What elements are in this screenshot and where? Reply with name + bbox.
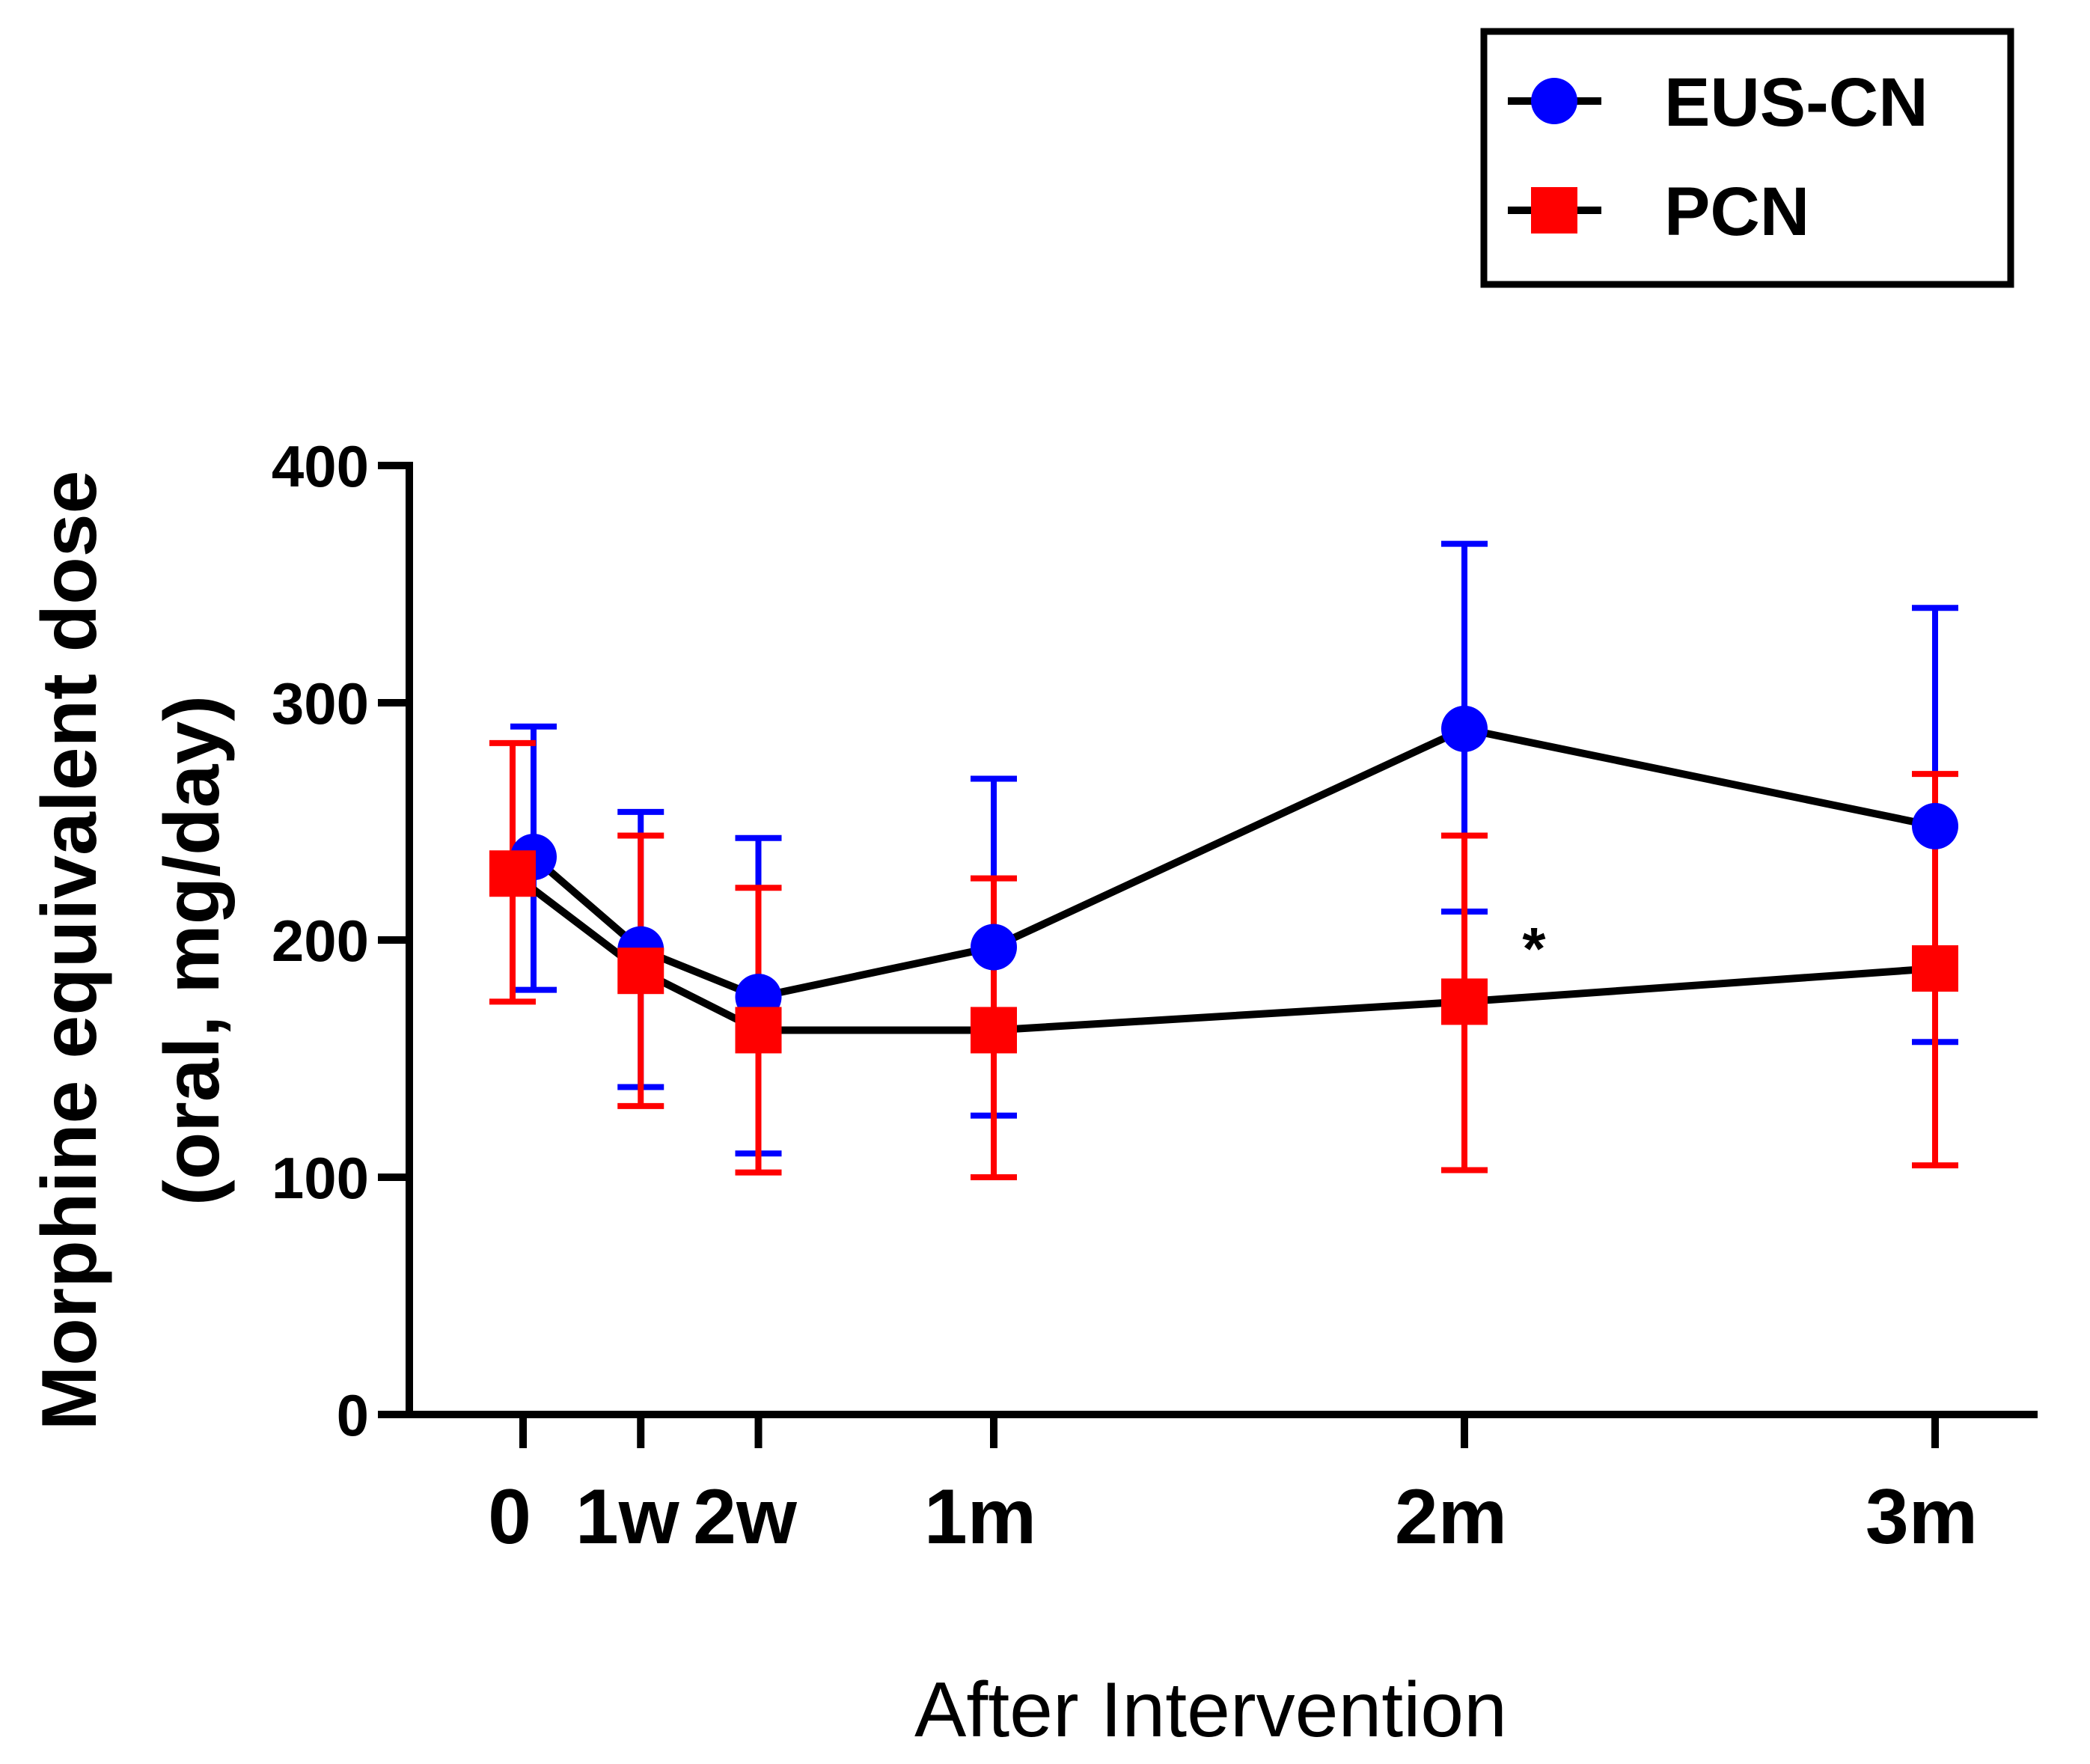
y-tick-label-0: 0 (337, 1382, 369, 1448)
y-tick-label-100: 100 (272, 1145, 369, 1211)
x-tick-label-2w: 2w (693, 1474, 798, 1560)
x-tick-label-0: 0 (488, 1474, 531, 1560)
pcn-point-3m (1912, 945, 1958, 992)
plot-area: * (489, 540, 1958, 1180)
legend-label-eus-cn: EUS-CN (1664, 64, 1928, 141)
pcn-point-2w (735, 1007, 782, 1054)
x-tick-label-3m: 3m (1866, 1474, 1978, 1560)
pcn-point-0 (489, 850, 536, 897)
pcn-line (510, 870, 1936, 1034)
x-axis-label: After Intervention (914, 1667, 1507, 1754)
legend-marker-eus-cn (1531, 78, 1577, 124)
legend-box (1480, 28, 2014, 288)
eus-cn-line (531, 724, 1937, 1001)
y-tick-label-300: 300 (272, 671, 369, 736)
pcn-point-2m (1441, 978, 1488, 1025)
x-tick-label-2m: 2m (1395, 1474, 1507, 1560)
significance-asterisk: * (1522, 915, 1546, 982)
pcn-point-1w (617, 947, 664, 995)
y-axis-label-line-1: Morphine equivalent dose (26, 471, 113, 1431)
eus-cn-point-3m (1912, 802, 1958, 849)
x-tick-label-1m: 1m (924, 1474, 1036, 1560)
legend: EUS-CN PCN (1480, 28, 2014, 288)
eus-cn-point-2m (1441, 705, 1488, 752)
eus-cn-point-1m (971, 924, 1017, 971)
y-tick-label-400: 400 (272, 433, 369, 499)
pcn-point-1m (971, 1007, 1017, 1054)
x-tick-label-1w: 1w (575, 1474, 680, 1560)
y-axis-label-line-2: (oral, mg/day) (149, 695, 236, 1206)
legend-label-pcn: PCN (1664, 174, 1809, 250)
legend-item-eus-cn: EUS-CN (1508, 64, 1928, 141)
y-tick-label-200: 200 (272, 908, 369, 974)
legend-item-pcn: PCN (1508, 174, 1809, 250)
y-ticks: 0 100 200 300 400 (272, 433, 409, 1448)
x-ticks: 0 1w 2w 1m 2m 3m (488, 1414, 1978, 1560)
legend-marker-pcn (1531, 187, 1577, 234)
